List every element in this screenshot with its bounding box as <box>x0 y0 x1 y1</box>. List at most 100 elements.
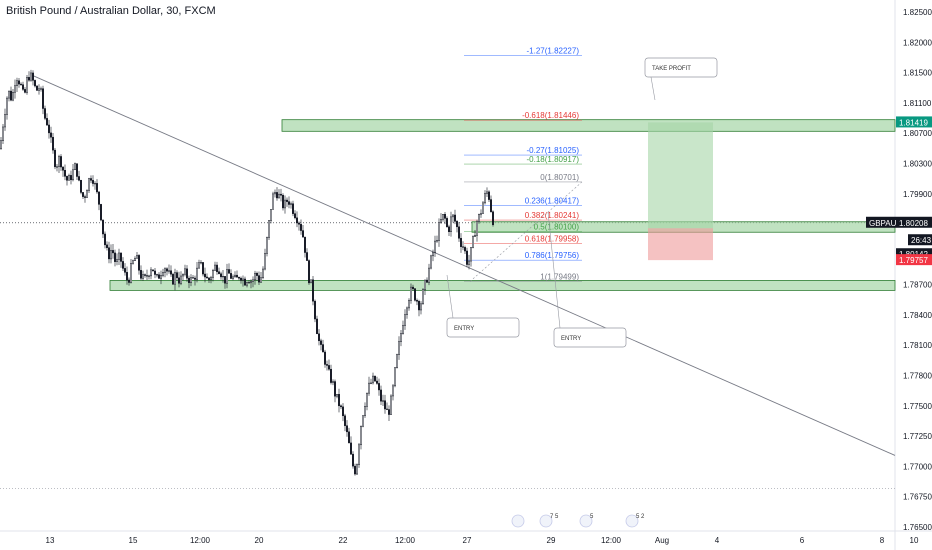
candle-body <box>410 286 412 301</box>
candle-body <box>94 183 96 185</box>
price-tick-label: 1.80700 <box>903 129 932 138</box>
annotation-text: TAKE PROFIT <box>652 66 691 72</box>
candle-body <box>42 88 44 109</box>
candle-body <box>294 213 296 219</box>
candle-body <box>38 88 40 91</box>
candle-body <box>62 166 64 171</box>
candle-body <box>296 217 298 224</box>
candle-body <box>200 262 202 264</box>
candle-body <box>146 275 148 277</box>
candle-body <box>388 409 390 415</box>
candle-body <box>52 136 54 151</box>
candle-body <box>18 80 20 85</box>
candle-body <box>226 269 228 284</box>
candle-body <box>356 464 358 475</box>
annotation-leader <box>446 274 454 319</box>
candle-body <box>488 191 490 200</box>
descending-trendline <box>29 73 896 456</box>
candle-body <box>22 84 24 90</box>
candle-body <box>246 282 248 286</box>
support-zone <box>109 280 896 291</box>
candle-body <box>4 114 6 128</box>
candle-body <box>86 190 88 198</box>
candle-body <box>160 275 162 279</box>
time-tick-label: 20 <box>255 536 264 545</box>
candle-body <box>454 214 456 222</box>
candle-body <box>184 268 186 275</box>
fib-level-label: 0.236(1.80417) <box>525 196 580 205</box>
candle-body <box>284 199 286 209</box>
candle-body <box>166 268 168 272</box>
candle-body <box>2 126 4 141</box>
price-tag-label: 26:43 <box>911 236 932 245</box>
candle-body <box>364 406 366 416</box>
candle-body <box>434 240 436 253</box>
candle-body <box>392 385 394 397</box>
candle-body <box>332 381 334 383</box>
fib-level-label: 0.618(1.79958) <box>525 234 580 243</box>
candle-body <box>26 77 28 93</box>
candle-body <box>266 237 268 254</box>
candle-body <box>34 80 36 87</box>
candle-body <box>258 275 260 283</box>
candle-body <box>324 351 326 365</box>
candle-body <box>422 289 424 305</box>
candle-body <box>72 169 74 181</box>
candle-body <box>50 132 52 138</box>
candle-body <box>468 260 470 265</box>
candle-body <box>168 270 170 272</box>
candle-body <box>16 80 18 86</box>
candle-body <box>264 253 266 270</box>
candle-body <box>164 268 166 273</box>
candle-body <box>370 382 372 384</box>
candle-body <box>426 279 428 283</box>
candle-body <box>474 235 476 237</box>
candle-body <box>480 213 482 215</box>
time-tick-label: 12:00 <box>190 536 211 545</box>
candle-body <box>92 180 94 184</box>
candle-body <box>30 72 32 81</box>
candle-body <box>420 303 422 311</box>
candle-body <box>452 214 454 218</box>
event-count-label: 5 <box>590 514 594 520</box>
candle-body <box>344 415 346 426</box>
candle-body <box>398 341 400 355</box>
candle-body <box>254 272 256 281</box>
candle-body <box>482 202 484 214</box>
candle-body <box>208 277 210 281</box>
candle-body <box>234 274 236 278</box>
candle-body <box>438 222 440 241</box>
candle-body <box>376 380 378 384</box>
candle-body <box>366 392 368 407</box>
candle-body <box>174 272 176 285</box>
candle-body <box>106 244 108 248</box>
candle-body <box>88 178 90 191</box>
candle-body <box>220 273 222 278</box>
candle-body <box>490 199 492 213</box>
candle-body <box>162 272 164 276</box>
candle-body <box>402 325 404 334</box>
candle-body <box>112 250 114 254</box>
candle-body <box>244 278 246 286</box>
candle-body <box>278 193 280 199</box>
candle-body <box>32 72 34 81</box>
candle-body <box>464 247 466 252</box>
candle-body <box>124 268 126 273</box>
candle-body <box>382 400 384 402</box>
candle-body <box>248 282 250 284</box>
candle-body <box>384 400 386 410</box>
candle-body <box>308 260 310 284</box>
candle-body <box>466 250 468 265</box>
candle-body <box>274 192 276 195</box>
candle-body <box>492 211 494 226</box>
candle-body <box>450 216 452 232</box>
candle-body <box>24 89 26 93</box>
candle-body <box>472 236 474 248</box>
candle-body <box>256 272 258 276</box>
fib-level-label: -1.27(1.82227) <box>527 46 580 55</box>
candle-body <box>380 389 382 402</box>
price-tag <box>896 248 932 260</box>
candle-body <box>122 261 124 269</box>
candle-body <box>428 267 430 283</box>
